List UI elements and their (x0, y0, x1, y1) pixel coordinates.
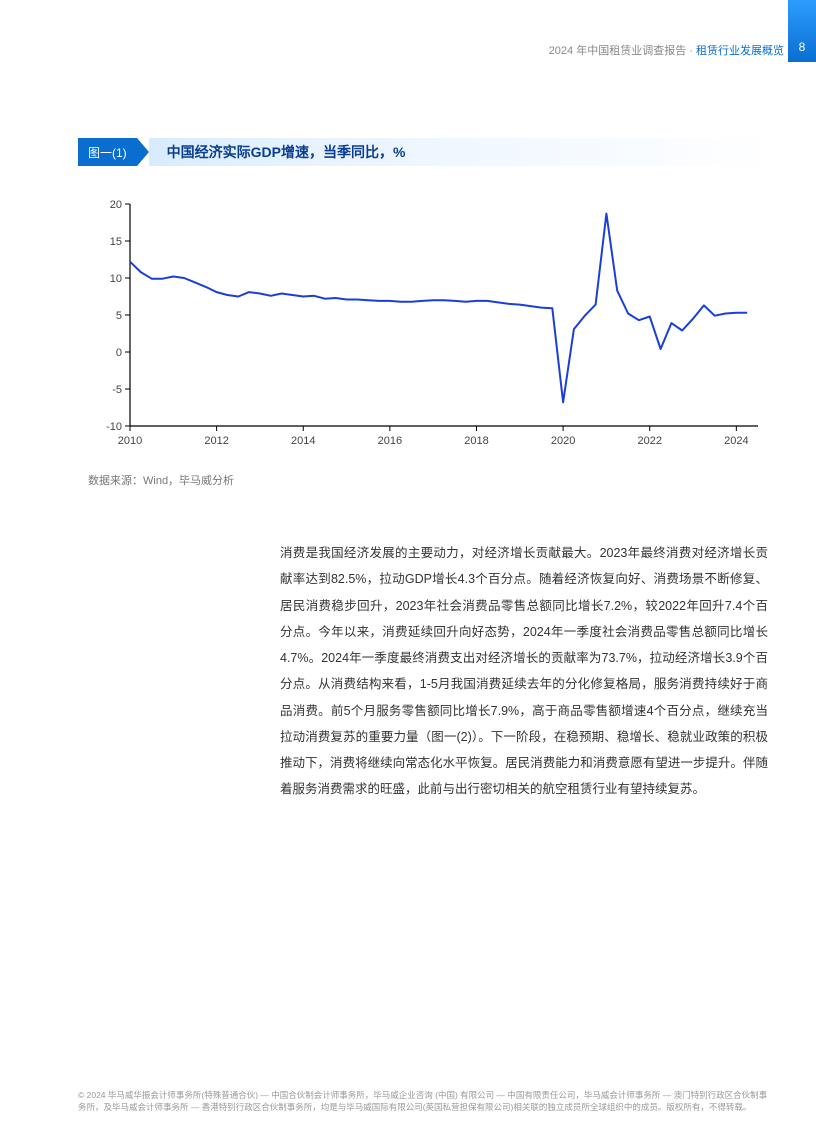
svg-text:20: 20 (110, 199, 122, 211)
figure-section: 图一(1) 中国经济实际GDP增速，当季同比，% -10-50510152020… (78, 138, 778, 488)
header-text: 2024 年中国租赁业调查报告 · 租赁行业发展概览 (549, 0, 788, 58)
arrow-icon (137, 138, 149, 166)
svg-text:-5: -5 (112, 384, 122, 396)
chart-container: -10 -5 0 5 10 15 20 2010 2012 2014 2016 2018 2020 202… (88, 194, 778, 454)
report-name: 2024 年中国租赁业调查报告 (549, 45, 687, 57)
svg-text:2018: 2018 (464, 435, 488, 447)
svg-text:5: 5 (116, 310, 122, 322)
body-paragraph: 消费是我国经济发展的主要动力，对经济增长贡献最大。2023年最终消费对经济增长贡… (280, 540, 768, 803)
data-source: 数据来源：Wind，毕马威分析 (88, 472, 778, 488)
svg-text:2024: 2024 (724, 435, 748, 447)
svg-text:2010: 2010 (118, 435, 142, 447)
line-chart: -10 -5 0 5 10 15 20 2010 2012 2014 2016 2018 2020 202… (88, 194, 768, 454)
section-name: 租赁行业发展概览 (696, 45, 784, 57)
svg-text:2012: 2012 (204, 435, 228, 447)
page-number-box: 8 (788, 0, 816, 62)
svg-text:10: 10 (110, 273, 122, 285)
page-number: 8 (799, 40, 806, 54)
svg-text:2020: 2020 (551, 435, 575, 447)
svg-text:2014: 2014 (291, 435, 315, 447)
svg-text:15: 15 (110, 236, 122, 248)
figure-title: 中国经济实际GDP增速，当季同比，% (149, 138, 778, 166)
svg-text:2022: 2022 (637, 435, 661, 447)
svg-text:0: 0 (116, 347, 122, 359)
svg-text:-10: -10 (106, 421, 122, 433)
figure-label-row: 图一(1) 中国经济实际GDP增速，当季同比，% (78, 138, 778, 166)
footer-copyright: © 2024 毕马威华振会计师事务所(特殊普通合伙) — 中国合伙制会计师事务所… (78, 1089, 768, 1115)
figure-tag: 图一(1) (78, 138, 137, 166)
page-header: 2024 年中国租赁业调查报告 · 租赁行业发展概览 8 (549, 0, 816, 62)
svg-text:2016: 2016 (378, 435, 402, 447)
